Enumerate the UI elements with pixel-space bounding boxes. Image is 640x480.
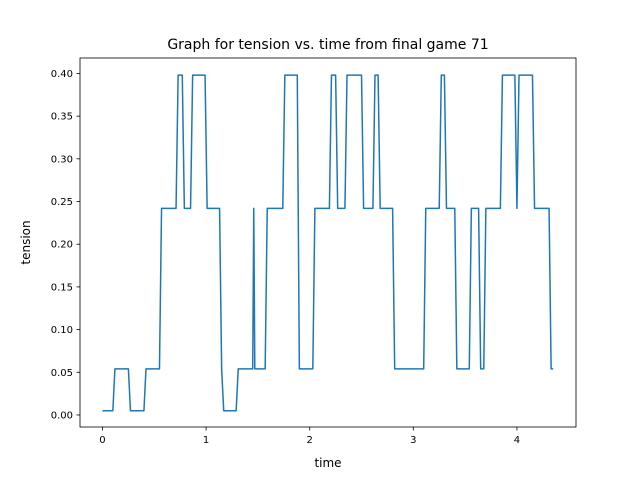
series-line-0: [102, 74, 554, 412]
y-tick-label: 0.40: [51, 69, 73, 80]
y-tick-label: 0.10: [51, 325, 73, 336]
y-tick-label: 0.20: [51, 240, 73, 251]
x-tick-label: 4: [514, 435, 520, 446]
y-tick-label: 0.05: [51, 368, 73, 379]
y-tick-label: 0.30: [51, 154, 73, 165]
y-axis-label: tension: [19, 220, 33, 264]
chart-title: Graph for tension vs. time from final ga…: [167, 37, 488, 53]
axes-frame: [79, 57, 577, 428]
x-tick-label: 3: [410, 435, 416, 446]
y-tick-label: 0.15: [51, 282, 73, 293]
x-tick-label: 2: [307, 435, 313, 446]
x-axis: 0 1 2 3 4: [99, 427, 520, 446]
plot-area: [102, 74, 554, 412]
y-tick-label: 0.00: [51, 410, 73, 421]
y-tick-label: 0.35: [51, 112, 73, 123]
x-tick-label: 0: [99, 435, 105, 446]
y-tick-label: 0.25: [51, 197, 73, 208]
y-axis: 0.00 0.05 0.10 0.15 0.20 0.25 0.30 0.35 0.40: [51, 69, 80, 421]
x-axis-label: time: [314, 456, 341, 470]
x-tick-label: 1: [203, 435, 209, 446]
